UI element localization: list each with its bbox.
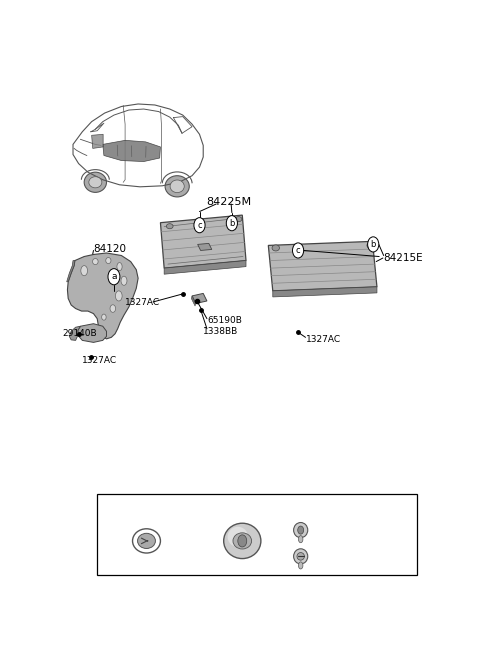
Polygon shape <box>164 260 246 274</box>
Circle shape <box>293 496 303 509</box>
Circle shape <box>238 535 247 547</box>
Polygon shape <box>69 326 81 340</box>
Text: 1042AA: 1042AA <box>311 552 347 561</box>
Text: b: b <box>229 218 235 228</box>
Circle shape <box>194 218 205 233</box>
Text: c: c <box>296 498 300 507</box>
Text: 84215E: 84215E <box>384 253 423 263</box>
Ellipse shape <box>170 180 184 193</box>
Text: 1327AC: 1327AC <box>305 335 341 344</box>
Ellipse shape <box>272 245 279 251</box>
Text: 84147: 84147 <box>115 497 148 508</box>
Text: c: c <box>296 246 300 255</box>
Circle shape <box>200 496 210 509</box>
FancyBboxPatch shape <box>97 494 417 575</box>
Ellipse shape <box>367 242 374 249</box>
Ellipse shape <box>117 262 122 271</box>
Text: 1338BB: 1338BB <box>203 327 239 336</box>
Polygon shape <box>160 215 246 268</box>
Polygon shape <box>92 134 103 148</box>
Text: c: c <box>197 220 202 230</box>
Ellipse shape <box>165 176 189 197</box>
Circle shape <box>292 243 304 258</box>
Polygon shape <box>268 241 377 291</box>
Text: 84120: 84120 <box>94 244 126 254</box>
Polygon shape <box>273 287 377 297</box>
Ellipse shape <box>81 266 87 276</box>
Polygon shape <box>192 296 196 306</box>
Ellipse shape <box>106 258 111 264</box>
Circle shape <box>368 237 379 252</box>
Text: b: b <box>371 240 376 249</box>
Polygon shape <box>78 323 107 342</box>
Ellipse shape <box>235 216 242 222</box>
Text: b: b <box>203 498 208 507</box>
Ellipse shape <box>121 276 127 285</box>
Ellipse shape <box>299 536 303 543</box>
Ellipse shape <box>115 291 122 301</box>
Text: 1327AC: 1327AC <box>83 356 118 365</box>
Text: 65190B: 65190B <box>207 316 242 325</box>
Ellipse shape <box>110 305 116 312</box>
Text: 29140B: 29140B <box>62 329 96 338</box>
Ellipse shape <box>132 529 160 553</box>
Circle shape <box>102 496 111 509</box>
Circle shape <box>226 216 238 231</box>
Ellipse shape <box>224 523 261 559</box>
Ellipse shape <box>102 314 106 320</box>
Circle shape <box>298 526 304 534</box>
Text: a: a <box>104 498 109 507</box>
Ellipse shape <box>294 549 308 564</box>
Ellipse shape <box>89 176 102 188</box>
Ellipse shape <box>297 552 304 560</box>
Ellipse shape <box>228 527 248 547</box>
Text: 84136: 84136 <box>214 497 247 508</box>
Text: 1327AC: 1327AC <box>125 298 160 307</box>
Ellipse shape <box>84 172 107 192</box>
Polygon shape <box>192 293 207 304</box>
Text: a: a <box>111 272 117 281</box>
Ellipse shape <box>93 258 98 264</box>
Text: 84225M: 84225M <box>207 197 252 207</box>
Polygon shape <box>103 140 160 161</box>
Polygon shape <box>67 253 138 339</box>
Ellipse shape <box>233 533 252 549</box>
Circle shape <box>108 269 120 285</box>
Ellipse shape <box>167 224 173 229</box>
Ellipse shape <box>138 533 156 548</box>
Ellipse shape <box>294 523 308 538</box>
Text: 1043EA: 1043EA <box>311 525 346 535</box>
Ellipse shape <box>299 562 303 569</box>
Polygon shape <box>67 260 75 282</box>
Polygon shape <box>198 243 212 251</box>
